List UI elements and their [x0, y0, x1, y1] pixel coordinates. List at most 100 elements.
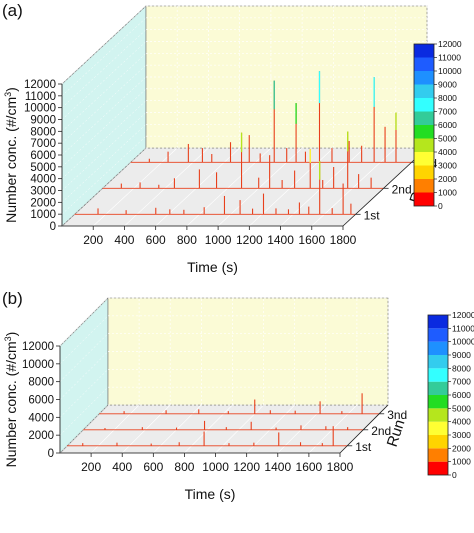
run-tick-label: 3nd	[387, 408, 407, 422]
y-tick-label: 4000	[30, 174, 56, 186]
side-gridline	[61, 147, 147, 227]
x-tick-label: 1000	[205, 233, 232, 247]
side-gridline	[59, 333, 109, 382]
panel-label: (b)	[2, 289, 23, 308]
side-gridline	[61, 124, 147, 203]
x-tick-label: 200	[81, 460, 101, 474]
y-tick-label: 9000	[30, 115, 56, 127]
run-tick-label: 2nd	[371, 424, 391, 438]
y-axis-title-end: )	[3, 87, 19, 92]
colorbar-tick-label: 8000	[438, 93, 457, 103]
floor-gridline	[311, 147, 396, 227]
colorbar-swatch	[428, 381, 448, 395]
x-tick-label: 1600	[296, 460, 323, 474]
colorbar-tick-label: 3000	[438, 161, 457, 171]
colorbar-swatch	[428, 341, 448, 355]
x-tick-label: 1400	[267, 233, 294, 247]
side-gridline	[61, 100, 147, 179]
side-gridline	[59, 351, 109, 400]
y-tick-label: 6000	[30, 150, 56, 162]
z-axis-line	[339, 404, 389, 454]
colorbar-tick-label: 12000	[438, 39, 462, 49]
z-axis-line	[342, 147, 428, 227]
colorbar-tick-label: 7000	[452, 377, 471, 387]
y-tick-label: 2000	[28, 430, 54, 442]
y-tick-label: 10000	[22, 359, 54, 371]
x-tick-label: 600	[146, 233, 166, 247]
series-2nd	[102, 131, 384, 189]
x-tick-label: 1000	[202, 460, 229, 474]
colorbar-tick-label: 11000	[438, 53, 461, 63]
colorbar-tick-label: 2000	[438, 174, 457, 184]
chart-panel-b: 200 400 600 800 1000 1200 1400 1600 1800 0 2000 400…	[2, 289, 474, 502]
x-tick-label: 1200	[236, 233, 263, 247]
colorbar-tick-label: 10000	[452, 337, 474, 347]
floor-gridline	[277, 404, 326, 454]
colorbar-swatch	[428, 421, 448, 435]
floor-gridline	[184, 404, 233, 454]
colorbar-swatch	[414, 165, 434, 179]
colorbar-swatch	[428, 461, 448, 475]
floor-gridline	[246, 404, 295, 454]
colorbar-tick-label: 1000	[452, 457, 471, 467]
x-tick-label: 1600	[298, 233, 325, 247]
y-tick-label: 8000	[30, 126, 56, 138]
colorbar-tick-label: 4000	[452, 417, 471, 427]
colorbar-swatch	[428, 315, 448, 329]
floor-gridline	[217, 147, 303, 227]
colorbar-tick-label: 5000	[452, 403, 471, 413]
chart-panel-a: 200 400 600 800 1000 1200 1400 1600 180001000200…	[2, 1, 462, 275]
y-tick-label: 11000	[25, 91, 56, 103]
colorbar-swatch	[414, 125, 434, 139]
x-tick-label: 800	[177, 233, 197, 247]
colorbar-swatch	[414, 152, 434, 166]
x-tick-label: 800	[174, 460, 194, 474]
series-2nd	[83, 420, 364, 431]
x-tick-label: 1200	[233, 460, 260, 474]
colorbar-swatch	[428, 408, 448, 422]
colorbar-swatch	[428, 355, 448, 369]
floor-gridline	[215, 404, 264, 454]
colorbar-tick-label: 1000	[438, 188, 457, 198]
y-tick-label: 0	[50, 221, 56, 233]
series-1st	[67, 426, 348, 447]
run-axis-title: Run	[384, 417, 409, 448]
side-gridline	[59, 404, 109, 454]
run-tick-label: 1st	[355, 440, 372, 454]
side-gridline	[61, 64, 147, 144]
run-tick-label: 1st	[364, 208, 381, 222]
y-tick-label: 0	[48, 448, 54, 460]
colorbar-tick-label: 5000	[438, 134, 457, 144]
floor-gridline	[122, 404, 171, 454]
panel-label: (a)	[2, 1, 23, 20]
colorbar-swatch	[414, 57, 434, 71]
x-axis-title: Time (s)	[187, 259, 238, 275]
colorbar-tick-label: 2000	[452, 443, 471, 453]
colorbar-swatch	[428, 328, 448, 342]
colorbar-swatch	[428, 395, 448, 409]
y-tick-label: 3000	[30, 186, 56, 198]
colorbar-swatch	[428, 435, 448, 449]
colorbar-swatch	[414, 111, 434, 125]
colorbar-swatch	[428, 448, 448, 462]
colorbar-swatch	[428, 368, 448, 382]
colorbar-tick-label: 11000	[452, 323, 474, 333]
y-axis-title-sup: 3	[3, 336, 13, 341]
colorbar-swatch	[414, 192, 434, 206]
floor-gridline	[90, 404, 140, 454]
colorbar-tick-label: 4000	[438, 147, 457, 157]
side-gridline	[61, 112, 147, 191]
side-gridline	[61, 135, 147, 215]
colorbar-tick-label: 8000	[452, 363, 471, 373]
side-gridline	[59, 297, 109, 347]
side-gridline	[61, 76, 147, 156]
side-gridline	[61, 17, 147, 97]
colorbar-swatch	[414, 44, 434, 58]
colorbar-tick-label: 9000	[438, 80, 457, 90]
side-gridline	[59, 315, 109, 365]
y-tick-label: 8000	[28, 377, 54, 389]
colorbar-tick-label: 3000	[452, 430, 471, 440]
colorbar-tick-label: 9000	[452, 350, 471, 360]
floor-gridline	[124, 147, 209, 227]
